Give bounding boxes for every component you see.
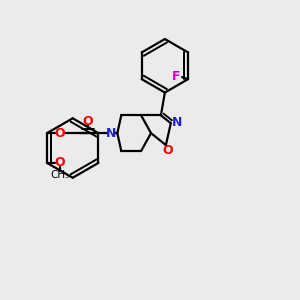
- Text: O: O: [82, 115, 93, 128]
- Text: CH₃: CH₃: [50, 170, 70, 180]
- Text: F: F: [172, 70, 180, 83]
- Text: N: N: [172, 116, 182, 129]
- Text: O: O: [55, 127, 65, 140]
- Text: N: N: [106, 127, 117, 140]
- Text: O: O: [55, 156, 65, 170]
- Text: O: O: [163, 145, 173, 158]
